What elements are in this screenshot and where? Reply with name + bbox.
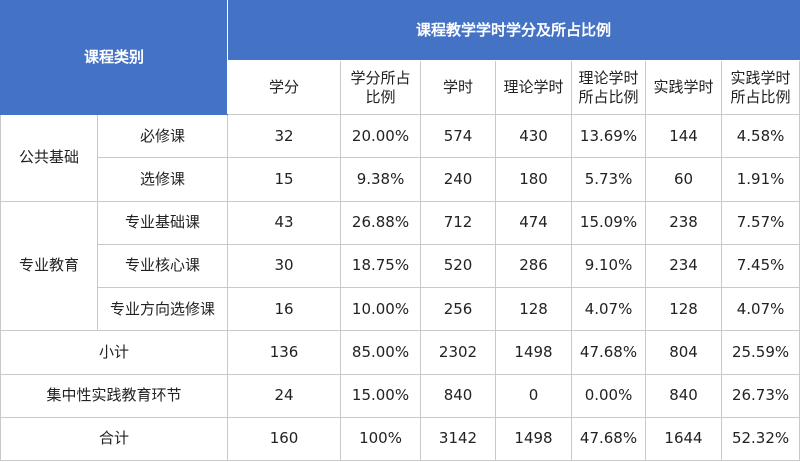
table-row: 专业核心课 30 18.75% 520 286 9.10% 234 7.45% [1, 243, 800, 289]
cell-col-hours: 256 [420, 286, 497, 332]
cell-col-practice-ratio: 1.91% [721, 157, 800, 202]
header-label-line: 比例 [365, 87, 396, 106]
cell-col-theory-ratio: 47.68% [571, 416, 647, 462]
cell-col-credit-ratio: 20.00% [340, 113, 422, 159]
group-name-cell: 公共基础 [0, 114, 98, 202]
cell-col-practice-hours: 128 [645, 286, 723, 332]
cell-col-hours: 574 [420, 113, 497, 159]
header-label-line: 实践学时 [730, 68, 791, 87]
cell-col-practice-ratio: 4.07% [721, 286, 800, 332]
summary-row: 合计 160 100% 3142 1498 47.68% 1644 52.32% [0, 416, 800, 462]
header-label-line: 理论学时 [503, 78, 564, 96]
cell-col-theory-ratio: 15.09% [571, 200, 647, 245]
cell-col-practice-hours: 1644 [645, 416, 723, 462]
cell-col-theory-hours: 430 [495, 113, 573, 159]
cell-col-credit-ratio: 10.00% [340, 286, 422, 332]
header-col-theory-ratio: 理论学时 所占比例 [571, 60, 647, 115]
cell-col-credit-ratio: 85.00% [340, 330, 422, 375]
cell-col-hours: 840 [420, 373, 497, 418]
course-type-cell: 专业核心课 [96, 243, 229, 289]
table-row: 选修课 15 9.38% 240 180 5.73% 60 1.91% [1, 157, 800, 202]
cell-col-credits: 43 [227, 200, 342, 245]
cell-col-hours: 2302 [420, 330, 497, 375]
cell-col-practice-ratio: 25.59% [721, 330, 800, 375]
cell-col-practice-hours: 144 [645, 113, 723, 159]
cell-col-credit-ratio: 15.00% [340, 373, 422, 418]
cell-col-practice-hours: 60 [645, 157, 723, 202]
cell-col-theory-hours: 128 [495, 286, 573, 332]
cell-col-theory-hours: 0 [495, 373, 573, 418]
course-type-cell: 必修课 [96, 113, 229, 159]
header-category: 课程类别 [0, 0, 229, 115]
header-label-line: 学分所占 [350, 68, 411, 87]
cell-col-practice-hours: 234 [645, 243, 723, 289]
cell-col-theory-ratio: 13.69% [571, 113, 647, 159]
summary-label-cell: 小计 [0, 330, 229, 375]
cell-col-practice-ratio: 7.45% [721, 243, 800, 289]
cell-col-credits: 136 [227, 330, 342, 375]
header-label-line: 所占比例 [578, 87, 639, 106]
cell-col-practice-ratio: 52.32% [721, 416, 800, 462]
cell-col-credits: 32 [227, 113, 342, 159]
summary-row: 集中性实践教育环节 24 15.00% 840 0 0.00% 840 26.73% [0, 373, 800, 418]
header-col-hours: 学时 [420, 60, 497, 115]
cell-col-theory-hours: 1498 [495, 416, 573, 462]
cell-col-theory-hours: 1498 [495, 330, 573, 375]
cell-col-credits: 30 [227, 243, 342, 289]
cell-col-credits: 16 [227, 286, 342, 332]
cell-col-credit-ratio: 26.88% [340, 200, 422, 245]
cell-col-theory-ratio: 4.07% [571, 286, 647, 332]
header-col-credit-ratio: 学分所占 比例 [340, 60, 422, 115]
header-label-line: 学分 [269, 78, 300, 96]
table-row: 专业方向选修课 16 10.00% 256 128 4.07% 128 4.07% [1, 286, 800, 332]
cell-col-practice-ratio: 7.57% [721, 200, 800, 245]
group-name-cell: 专业教育 [0, 200, 98, 332]
column-header-row: 学分 学分所占 比例 学时 理论学时 理论学时 所占比例 实践学时 实践学时 所占比例 [1, 60, 800, 115]
header-col-practice-ratio: 实践学时 所占比例 [721, 60, 800, 115]
cell-col-hours: 3142 [420, 416, 497, 462]
cell-col-theory-hours: 286 [495, 243, 573, 289]
header-label-line: 实践学时 [653, 78, 714, 96]
cell-col-hours: 520 [420, 243, 497, 289]
header-col-credits: 学分 [227, 60, 342, 115]
header-label-line: 所占比例 [730, 87, 791, 106]
cell-col-theory-ratio: 9.10% [571, 243, 647, 289]
course-type-cell: 专业方向选修课 [96, 286, 229, 332]
cell-col-practice-ratio: 26.73% [721, 373, 800, 418]
course-type-cell: 选修课 [96, 157, 229, 202]
cell-col-practice-hours: 238 [645, 200, 723, 245]
cell-col-credits: 15 [227, 157, 342, 202]
cell-col-credit-ratio: 100% [340, 416, 422, 462]
course-type-cell: 专业基础课 [96, 200, 229, 245]
summary-label-cell: 集中性实践教育环节 [0, 373, 229, 418]
cell-col-practice-hours: 840 [645, 373, 723, 418]
cell-col-credits: 160 [227, 416, 342, 462]
cell-col-credit-ratio: 9.38% [340, 157, 422, 202]
cell-col-practice-ratio: 4.58% [721, 113, 800, 159]
cell-col-hours: 240 [420, 157, 497, 202]
cell-col-hours: 712 [420, 200, 497, 245]
summary-label-cell: 合计 [0, 416, 229, 462]
header-col-practice-hours: 实践学时 [645, 60, 723, 115]
header-label-line: 学时 [443, 78, 474, 96]
cell-col-theory-ratio: 5.73% [571, 157, 647, 202]
summary-row: 小计 136 85.00% 2302 1498 47.68% 804 25.59% [0, 330, 800, 375]
cell-col-theory-ratio: 0.00% [571, 373, 647, 418]
cell-col-theory-hours: 474 [495, 200, 573, 245]
cell-col-theory-hours: 180 [495, 157, 573, 202]
header-label-line: 理论学时 [578, 68, 639, 87]
cell-col-credits: 24 [227, 373, 342, 418]
cell-col-practice-hours: 804 [645, 330, 723, 375]
table-row: 专业教育 专业基础课 43 26.88% 712 474 15.09% 238 7.57% [0, 200, 800, 332]
cell-col-theory-ratio: 47.68% [571, 330, 647, 375]
table-row: 公共基础 必修课 32 20.00% 574 430 13.69% 144 4.58% [0, 113, 800, 202]
header-group-title: 课程教学学时学分及所占比例 [227, 0, 800, 61]
header-col-theory-hours: 理论学时 [495, 60, 573, 115]
cell-col-credit-ratio: 18.75% [340, 243, 422, 289]
